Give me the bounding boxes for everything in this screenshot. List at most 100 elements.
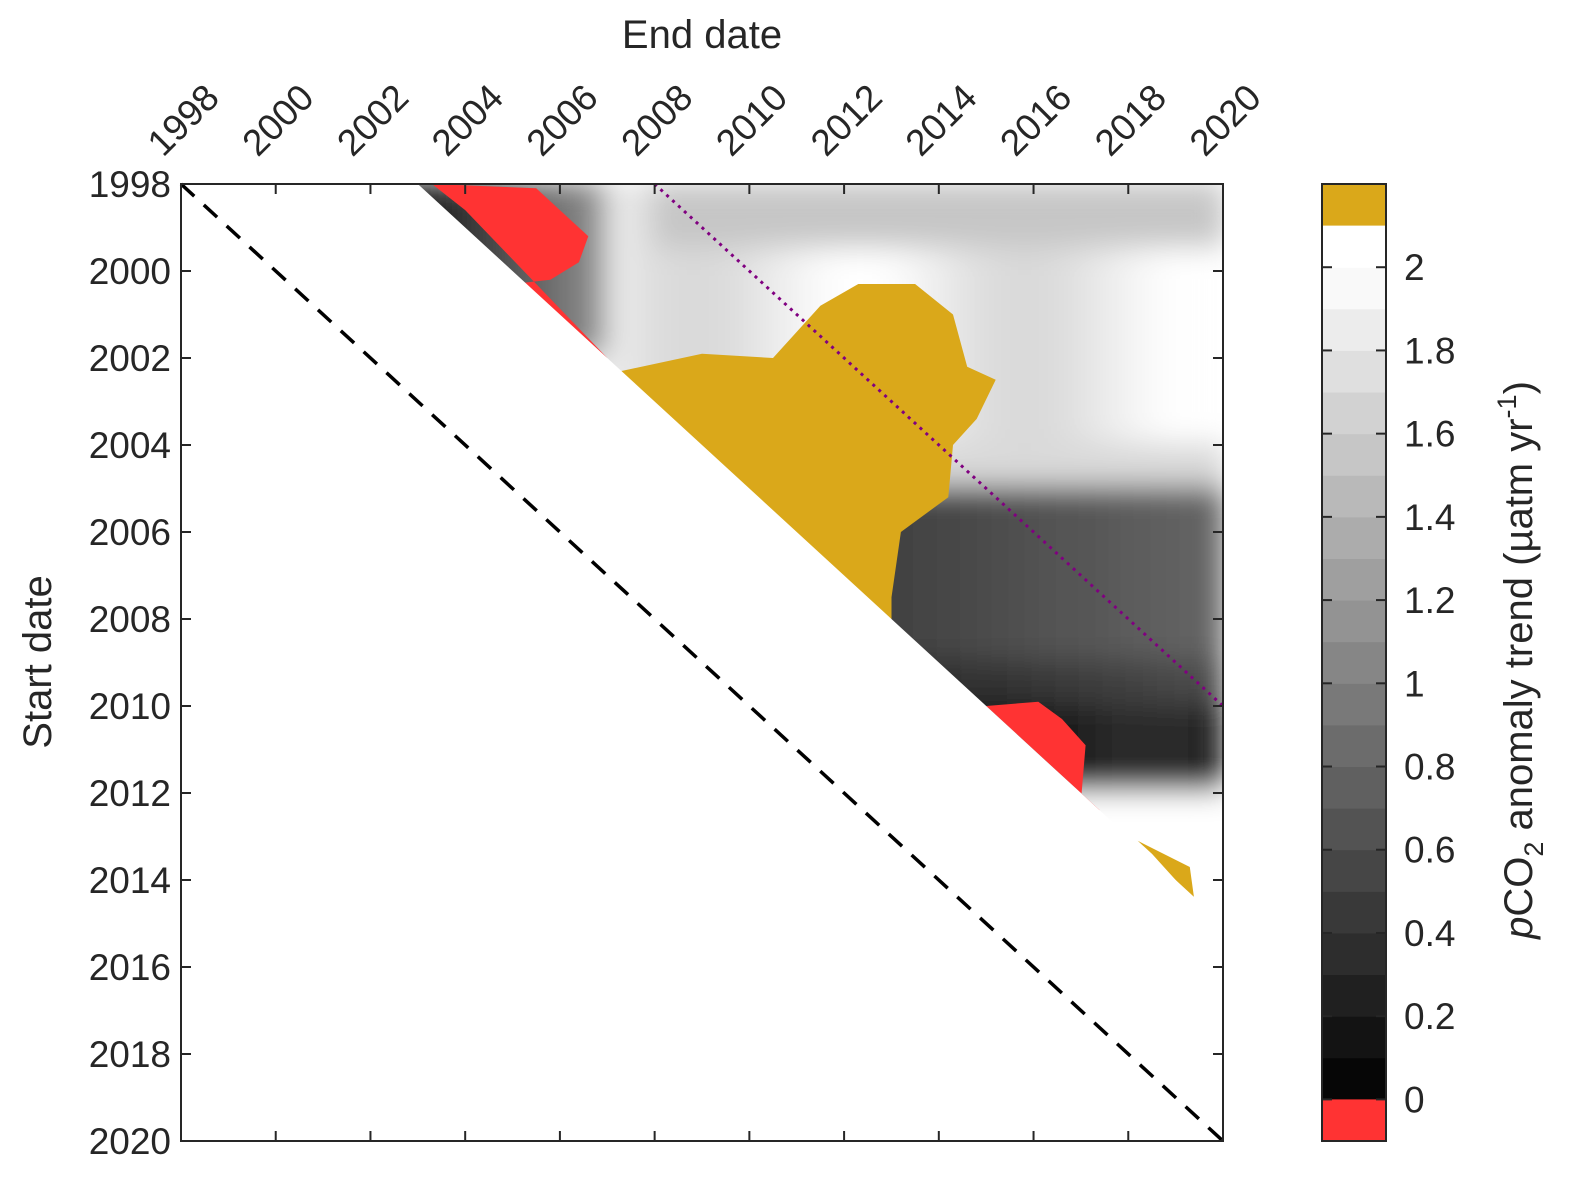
heatmap-cell: [1173, 377, 1202, 404]
heatmap-area: [181, 184, 1223, 1141]
heatmap-cell: [1007, 595, 1036, 621]
heatmap-cell: [1173, 290, 1202, 317]
heatmap-cell: [1197, 617, 1223, 643]
heatmap-cell: [1149, 660, 1178, 687]
heatmap-cell: [605, 312, 633, 339]
heatmap-cell: [913, 573, 941, 600]
heatmap-cell: [1078, 551, 1107, 578]
colorbar-tick-label: 0: [1404, 1079, 1425, 1120]
x-axis-title: End date: [622, 13, 782, 57]
colorbar-above-range: [1322, 184, 1386, 226]
heatmap-cell: [1173, 225, 1202, 252]
heatmap-cell: [960, 225, 989, 252]
heatmap-cell: [960, 247, 989, 273]
heatmap-cell: [1102, 704, 1131, 730]
heatmap-cell: [1197, 704, 1223, 730]
heatmap-cell: [1078, 399, 1107, 426]
heatmap-cell: [842, 184, 870, 208]
heatmap-cell: [628, 334, 657, 360]
heatmap-cell: [581, 184, 610, 208]
heatmap-cell: [676, 312, 704, 339]
heatmap-cell: [936, 617, 965, 643]
y-tick-label: 2000: [89, 251, 171, 292]
heatmap-cell: [1173, 508, 1202, 534]
heatmap-cell: [1197, 551, 1223, 578]
heatmap-cell: [1149, 573, 1178, 600]
colorbar-segment: [1322, 808, 1386, 851]
heatmap-cell: [1031, 443, 1060, 469]
heatmap-cell: [1149, 725, 1178, 752]
heatmap-cell: [1078, 203, 1107, 230]
heatmap-cell: [1102, 269, 1131, 295]
heatmap-cell: [1149, 443, 1178, 469]
heatmap-cell: [1126, 247, 1154, 273]
heatmap-cell: [1007, 443, 1036, 469]
heatmap-cell: [889, 184, 918, 208]
heatmap-cell: [1031, 247, 1060, 273]
heatmap-cell: [1126, 747, 1154, 774]
heatmap-cell: [581, 312, 610, 339]
heatmap-cell: [700, 247, 728, 273]
heatmap-cell: [1126, 421, 1154, 447]
heatmap-cell: [1102, 769, 1131, 795]
heatmap-cell: [1055, 660, 1083, 687]
out-of-range-regions: [432, 184, 1200, 907]
heatmap-cell: [1149, 290, 1178, 317]
heatmap-cell: [913, 247, 941, 273]
heatmap-cell: [984, 443, 1012, 469]
colorbar-tick-label: 1: [1404, 663, 1425, 704]
heatmap-cell: [1173, 617, 1202, 643]
heatmap-cell: [1055, 269, 1083, 295]
heatmap-cell: [1102, 660, 1131, 687]
heatmap-cell: [1055, 443, 1083, 469]
heatmap-cell: [605, 203, 633, 230]
heatmap-cell: [1126, 486, 1154, 513]
heatmap-cell: [842, 225, 870, 252]
heatmap-cell: [1031, 508, 1060, 534]
heatmap-cell: [1197, 334, 1223, 360]
heatmap-cell: [628, 269, 657, 295]
heatmap-cell: [605, 290, 633, 317]
heatmap-cell: [1149, 638, 1178, 665]
heatmap-cell: [1055, 290, 1083, 317]
heatmap-cell: [1055, 595, 1083, 621]
heatmap-cell: [1126, 682, 1154, 708]
heatmap-cell: [605, 334, 633, 360]
heatmap-cell: [1078, 290, 1107, 317]
heatmap-cell: [818, 203, 847, 230]
colorbar-tick-label: 0.2: [1404, 996, 1455, 1037]
heatmap-cell: [984, 638, 1012, 665]
heatmap-cell: [818, 225, 847, 252]
heatmap-cell: [1078, 769, 1107, 795]
heatmap-cell: [1031, 290, 1060, 317]
heatmap-cell: [1173, 443, 1202, 469]
heatmap-cell: [1197, 290, 1223, 317]
below-range-region: [432, 184, 608, 358]
colorbar-tick-label: 0.8: [1404, 747, 1455, 788]
heatmap-cell: [1126, 704, 1154, 730]
heatmap-cell: [1149, 595, 1178, 621]
heatmap-cell: [1149, 203, 1178, 230]
heatmap-cell: [984, 399, 1012, 426]
heatmap-cell: [960, 595, 989, 621]
heatmap-cell: [1173, 704, 1202, 730]
heatmap-cell: [1149, 334, 1178, 360]
colorbar-segment: [1322, 849, 1386, 892]
heatmap-cell: [1102, 551, 1131, 578]
colorbar-segment: [1322, 433, 1386, 476]
heatmap-cell: [1173, 312, 1202, 339]
heatmap-cell: [1197, 312, 1223, 339]
heatmap-cell: [1007, 660, 1036, 687]
heatmap-cell: [676, 247, 704, 273]
x-tick-label: 2014: [897, 76, 984, 163]
heatmap-cell: [1007, 184, 1036, 208]
heatmap-cell: [984, 334, 1012, 360]
heatmap-cell: [1102, 377, 1131, 404]
heatmap-cell: [1031, 225, 1060, 252]
heatmap-cell: [628, 203, 657, 230]
heatmap-cell: [1126, 312, 1154, 339]
x-tick-label: 2020: [1182, 76, 1269, 163]
colorbar-segment: [1322, 891, 1386, 934]
y-tick-label: 2020: [89, 1121, 171, 1162]
heatmap-cell: [1007, 356, 1036, 382]
